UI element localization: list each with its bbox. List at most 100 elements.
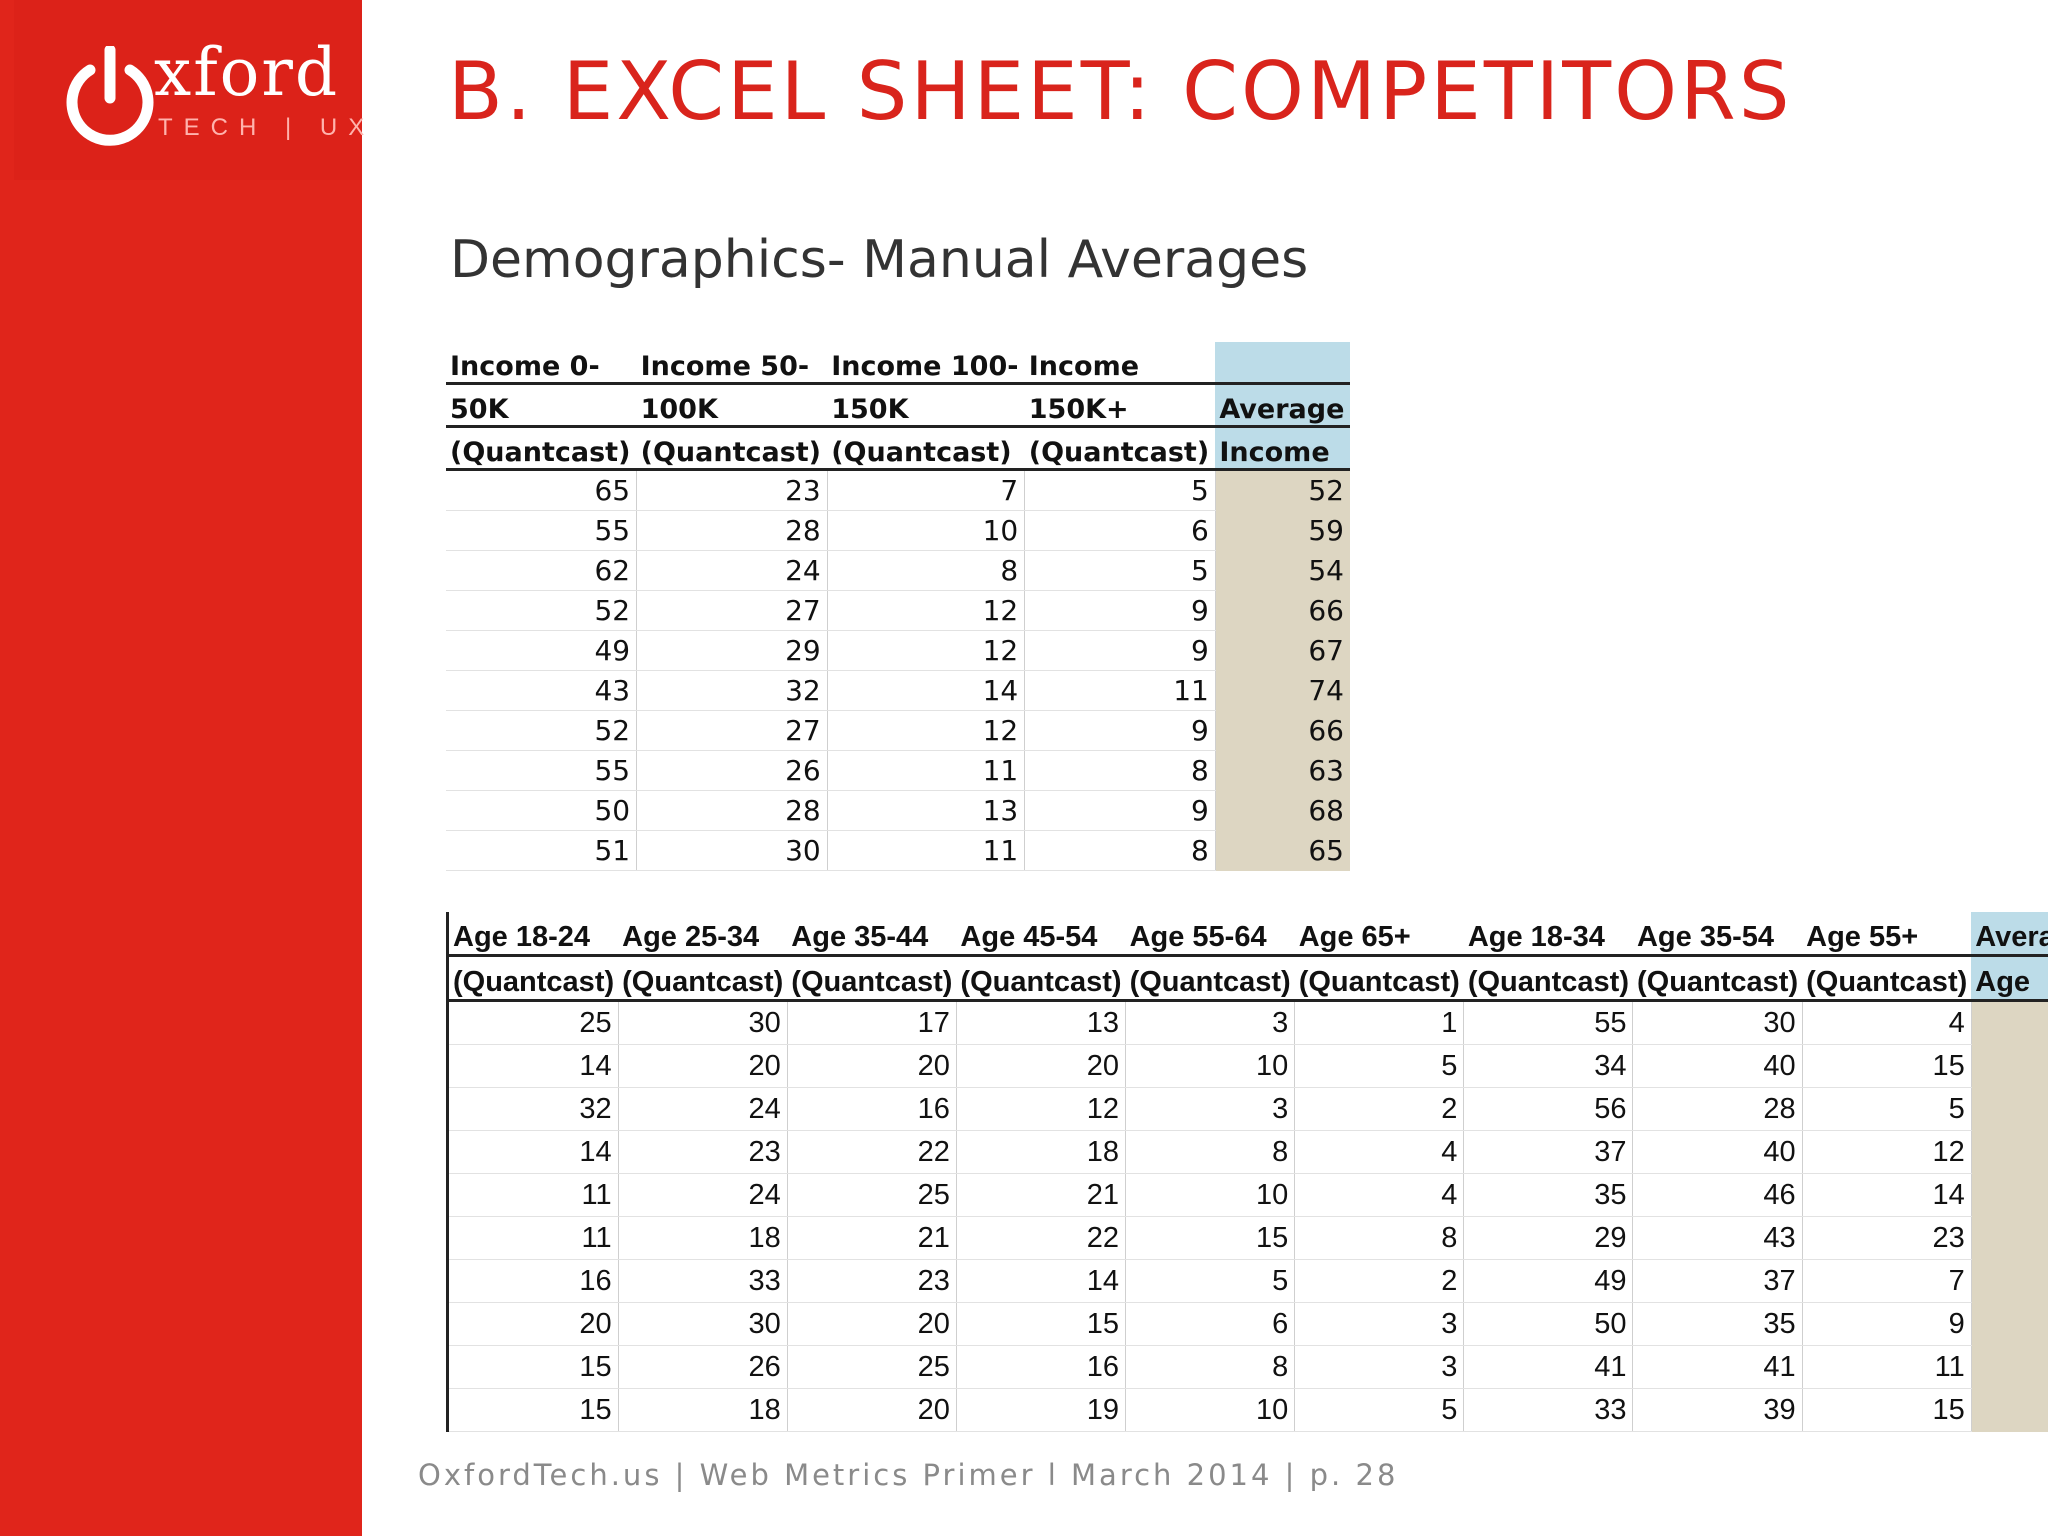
table-cell: 24 [618,1173,788,1217]
table-cell: 74 [1215,670,1350,711]
table-cell: 18 [618,1216,788,1260]
page-subtitle: Demographics- Manual Averages [450,230,1309,290]
age-table-body: 2530171331553043014202020105344015373224… [447,1000,2048,1432]
table-cell: 50 [446,790,638,831]
table-row: 55 26 11 8 63 [446,750,1350,791]
table-cell: 35 [1971,1130,2048,1174]
table-cell: 21 [956,1173,1127,1217]
table-cell: 12 [1802,1130,1972,1174]
table-row: 43 32 14 11 74 [446,670,1350,711]
table-cell: 4 [1294,1130,1465,1174]
table-cell: 62 [446,550,638,591]
table-cell: 9 [1024,630,1216,671]
table-cell: 4 [1294,1173,1465,1217]
table-cell: 55 [446,510,638,551]
table-cell: 23 [1802,1216,1972,1260]
table-cell: 8 [1294,1216,1465,1260]
table-cell: 5 [1802,1087,1972,1131]
income-table-column-header: (Quantcast) [1024,426,1216,470]
table-cell: 65 [446,469,638,511]
table-cell: 12 [827,710,1026,751]
table-cell: 40 [1632,1044,1803,1088]
table-row: 32241612325628530 [447,1087,2048,1131]
table-cell: 32 [447,1087,619,1131]
age-table-header: Age 18-24 Age 25-34 Age 35-44 Age 45-54 Age … [447,912,2048,1001]
table-cell: 15 [447,1388,619,1432]
table-cell: 10 [1125,1388,1296,1432]
income-table-header-row: Income 0- Income 50- Income 100- Income [446,342,1350,384]
table-cell: 2 [1294,1087,1465,1131]
income-table-header-row: (Quantcast) (Quantcast) (Quantcast) (Quantc… [446,426,1350,470]
table-cell: 16 [956,1345,1127,1389]
table-cell: 8 [827,550,1026,591]
table-cell: 3 [1125,1000,1296,1045]
table-cell: 30 [1632,1000,1803,1045]
table-cell: 30 [618,1000,788,1045]
table-cell: 16 [787,1087,957,1131]
table-cell: 24 [618,1087,788,1131]
table-cell: 52 [446,710,638,751]
income-table-header-row: 50K 100K 150K 150K+ Average [446,383,1350,427]
table-cell: 39 [1971,1173,2048,1217]
age-table-column-header: Age 45-54 [960,921,1098,953]
age-table-column-header: (Quantcast) [791,966,953,998]
table-cell: 2 [1294,1259,1465,1303]
table-cell: 21 [787,1216,957,1260]
table-cell: 25 [447,1000,619,1045]
table-cell: 19 [956,1388,1127,1432]
age-table-column-header: Age 55-64 [1129,921,1267,953]
table-cell: 37 [1971,1044,2048,1088]
income-table-column-header: (Quantcast) [636,426,828,470]
table-cell: 20 [787,1302,957,1346]
table-cell: 52 [446,590,638,631]
table-cell: 35 [1463,1173,1634,1217]
table-cell: 3 [1294,1345,1465,1389]
table-cell: 41 [1463,1345,1634,1389]
table-cell: 10 [1125,1173,1296,1217]
table-row: 49 29 12 9 67 [446,630,1350,671]
table-cell: 49 [446,630,638,671]
table-row: 51 30 11 8 65 [446,830,1350,871]
table-row: 1124252110435461439 [447,1173,2048,1217]
age-table-column-header: (Quantcast) [622,966,784,998]
table-cell: 3 [1125,1087,1296,1131]
age-table-column-header: (Quantcast) [1129,966,1291,998]
table-cell: 11 [1024,670,1216,711]
table-cell: 18 [618,1388,788,1432]
age-table-column-header: (Quantcast) [1298,966,1460,998]
income-table-column-header [1215,342,1350,384]
table-cell: 14 [1802,1173,1972,1217]
table-row: 25301713315530430 [447,1000,2048,1045]
income-table-column-header: Income 50- [636,342,828,384]
age-table-column-header: Age 18-24 [453,921,591,953]
table-cell: 1 [1294,1000,1465,1045]
table-cell: 7 [827,469,1026,511]
table-cell: 36 [1971,1345,2048,1389]
table-cell: 14 [827,670,1026,711]
table-cell: 35 [1971,1302,2048,1346]
table-cell: 20 [956,1044,1127,1088]
age-table-column-header: Age 55+ [1806,921,1919,953]
table-cell: 11 [827,830,1026,871]
table-cell: 16 [447,1259,619,1303]
table-cell: 30 [1971,1087,2048,1131]
table-row: 16332314524937734 [447,1259,2048,1303]
table-row: 152625168341411136 [447,1345,2048,1389]
table-cell: 4 [1802,1000,1972,1045]
table-row: 1518201910533391536 [447,1388,2048,1432]
footer: OxfordTech.us | Web Metrics Primer l Mar… [418,1458,1399,1492]
age-table-column-header: (Quantcast) [1636,966,1799,998]
table-cell: 15 [1802,1388,1972,1432]
table-cell: 23 [618,1130,788,1174]
table-cell: 25 [787,1345,957,1389]
age-table-column-header: Age 65+ [1298,921,1411,953]
table-cell: 43 [1632,1216,1803,1260]
income-table-column-header: Income [1024,342,1216,384]
age-table-column-header: (Quantcast) [1806,966,1968,998]
table-cell: 15 [447,1345,619,1389]
table-cell: 3 [1294,1302,1465,1346]
table-cell: 37 [1632,1259,1803,1303]
table-cell: 8 [1024,750,1216,791]
table-cell: 30 [636,830,828,871]
table-cell: 30 [618,1302,788,1346]
